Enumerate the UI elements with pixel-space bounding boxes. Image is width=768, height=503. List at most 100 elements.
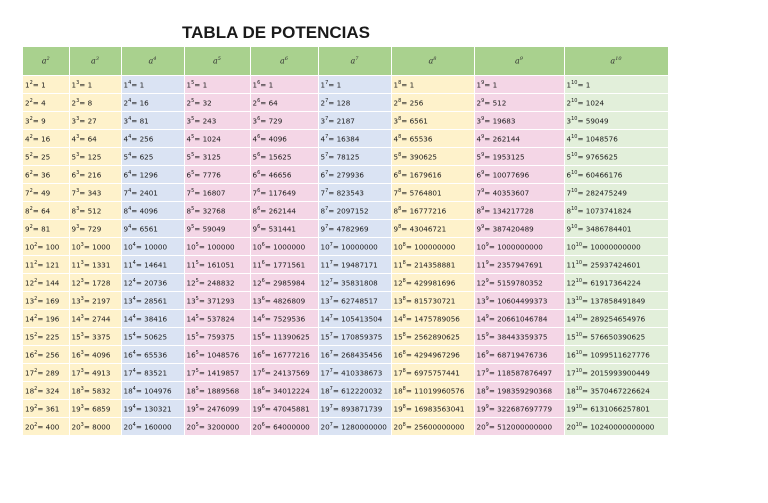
power-cell: 97= 4782969	[318, 219, 392, 238]
cell-exponent: 10	[571, 133, 578, 140]
cell-base: 16	[566, 350, 576, 360]
cell-exponent: 3	[76, 79, 80, 86]
header-exponent: 8	[433, 56, 437, 63]
cell-exponent: 10	[575, 385, 583, 392]
power-cell: 73= 343	[69, 183, 122, 202]
power-cell: 149= 20661046784	[474, 309, 565, 328]
cell-exponent: 9	[481, 205, 485, 212]
cell-exponent: 6	[257, 133, 261, 140]
cell-exponent: 9	[481, 79, 485, 86]
power-cell: 610= 60466176	[564, 165, 669, 184]
power-cell: 155= 759375	[184, 327, 251, 346]
header-exponent: 6	[284, 56, 288, 63]
cell-value: = 3486784401	[577, 224, 632, 234]
cell-exponent: 6	[257, 169, 261, 176]
cell-value: = 1000000	[264, 242, 306, 252]
cell-base: 20	[71, 422, 81, 432]
power-cell: 134= 28561	[121, 291, 185, 310]
cell-value: = 1	[260, 80, 274, 90]
cell-base: 12	[320, 278, 330, 288]
cell-exponent: 10	[575, 295, 583, 302]
power-cell: 78= 5764801	[391, 183, 475, 202]
cell-value: = 5832	[83, 386, 111, 396]
cell-exponent: 6	[257, 205, 261, 212]
cell-value: = 256	[401, 98, 424, 108]
power-cell: 79= 40353607	[474, 183, 565, 202]
cell-base: 4	[476, 134, 482, 144]
cell-base: 13	[476, 296, 486, 306]
cell-exponent: 10	[571, 205, 578, 212]
cell-base: 8	[252, 206, 258, 216]
cell-base: 4	[25, 134, 30, 144]
power-cell: 14= 1	[121, 75, 185, 94]
cell-exponent: 4	[128, 97, 132, 104]
cell-base: 3	[476, 116, 482, 126]
cell-exponent: 8	[402, 421, 406, 428]
cell-exponent: 5	[195, 421, 199, 428]
cell-value: = 1	[401, 80, 415, 90]
table-row: 52= 25 53= 125 54= 625 55= 3125 56= 15625 57=…	[23, 147, 669, 166]
power-cell: 65= 7776	[184, 165, 251, 184]
cell-exponent: 2	[34, 403, 38, 410]
power-cell: 182= 324	[23, 381, 70, 400]
cell-base: 1	[25, 80, 30, 90]
power-cell: 37= 2187	[318, 111, 392, 130]
cell-value: = 2401	[131, 188, 158, 198]
cell-base: 2	[393, 98, 399, 108]
cell-exponent: 2	[34, 259, 38, 266]
cell-value: = 625	[131, 152, 154, 162]
cell-value: = 11390625	[264, 332, 310, 342]
cell-exponent: 3	[76, 97, 80, 104]
power-cell: 210= 1024	[564, 93, 669, 112]
cell-exponent: 7	[329, 331, 333, 338]
cell-exponent: 2	[29, 151, 33, 158]
power-cell: 129= 5159780352	[474, 273, 565, 292]
cell-exponent: 6	[257, 79, 261, 86]
cell-value: = 248832	[198, 278, 235, 288]
header-exponent: 9	[519, 56, 523, 63]
power-cell: 710= 282475249	[564, 183, 669, 202]
cell-exponent: 3	[80, 367, 84, 374]
cell-base: 9	[25, 224, 30, 234]
power-cell: 159= 38443359375	[474, 327, 565, 346]
table-row: 92= 81 93= 729 94= 6561 95= 59049 96= 531441…	[23, 219, 669, 238]
cell-base: 18	[566, 386, 576, 396]
cell-base: 17	[476, 368, 486, 378]
power-cell: 910= 3486784401	[564, 219, 669, 238]
cell-exponent: 9	[485, 277, 489, 284]
cell-exponent: 10	[571, 79, 578, 86]
cell-value: = 322687697779	[488, 404, 553, 414]
header-base: a	[610, 56, 616, 66]
cell-base: 7	[252, 188, 258, 198]
power-cell: 126= 2985984	[250, 273, 319, 292]
power-cell: 17= 1	[318, 75, 392, 94]
table-row: 22= 4 23= 8 24= 16 25= 32 26= 64 27= 128 28= 2…	[23, 93, 669, 112]
cell-value: = 3125	[194, 152, 221, 162]
cell-value: = 38416	[135, 314, 168, 324]
cell-base: 18	[25, 386, 35, 396]
power-cell: 410= 1048576	[564, 129, 669, 148]
power-cell: 52= 25	[23, 147, 70, 166]
cell-exponent: 7	[325, 151, 329, 158]
cell-value: = 1	[328, 80, 342, 90]
cell-base: 14	[123, 314, 133, 324]
cell-base: 8	[476, 206, 482, 216]
cell-exponent: 9	[481, 151, 485, 158]
power-cell: 59= 1953125	[474, 147, 565, 166]
cell-exponent: 7	[329, 295, 333, 302]
cell-exponent: 9	[485, 367, 489, 374]
power-cell: 12= 1	[23, 75, 70, 94]
cell-base: 17	[25, 368, 35, 378]
cell-exponent: 8	[398, 223, 402, 230]
cell-exponent: 10	[575, 349, 583, 356]
cell-base: 6	[71, 170, 77, 180]
header-exponent: 2	[46, 56, 50, 63]
cell-value: = 11019960576	[405, 386, 465, 396]
power-cell: 82= 64	[23, 201, 70, 220]
power-cell: 108= 100000000	[391, 237, 475, 256]
cell-value: = 289254654976	[582, 314, 646, 324]
cell-base: 14	[25, 314, 35, 324]
cell-base: 7	[123, 188, 129, 198]
power-cell: 18= 1	[391, 75, 475, 94]
cell-base: 6	[25, 170, 30, 180]
